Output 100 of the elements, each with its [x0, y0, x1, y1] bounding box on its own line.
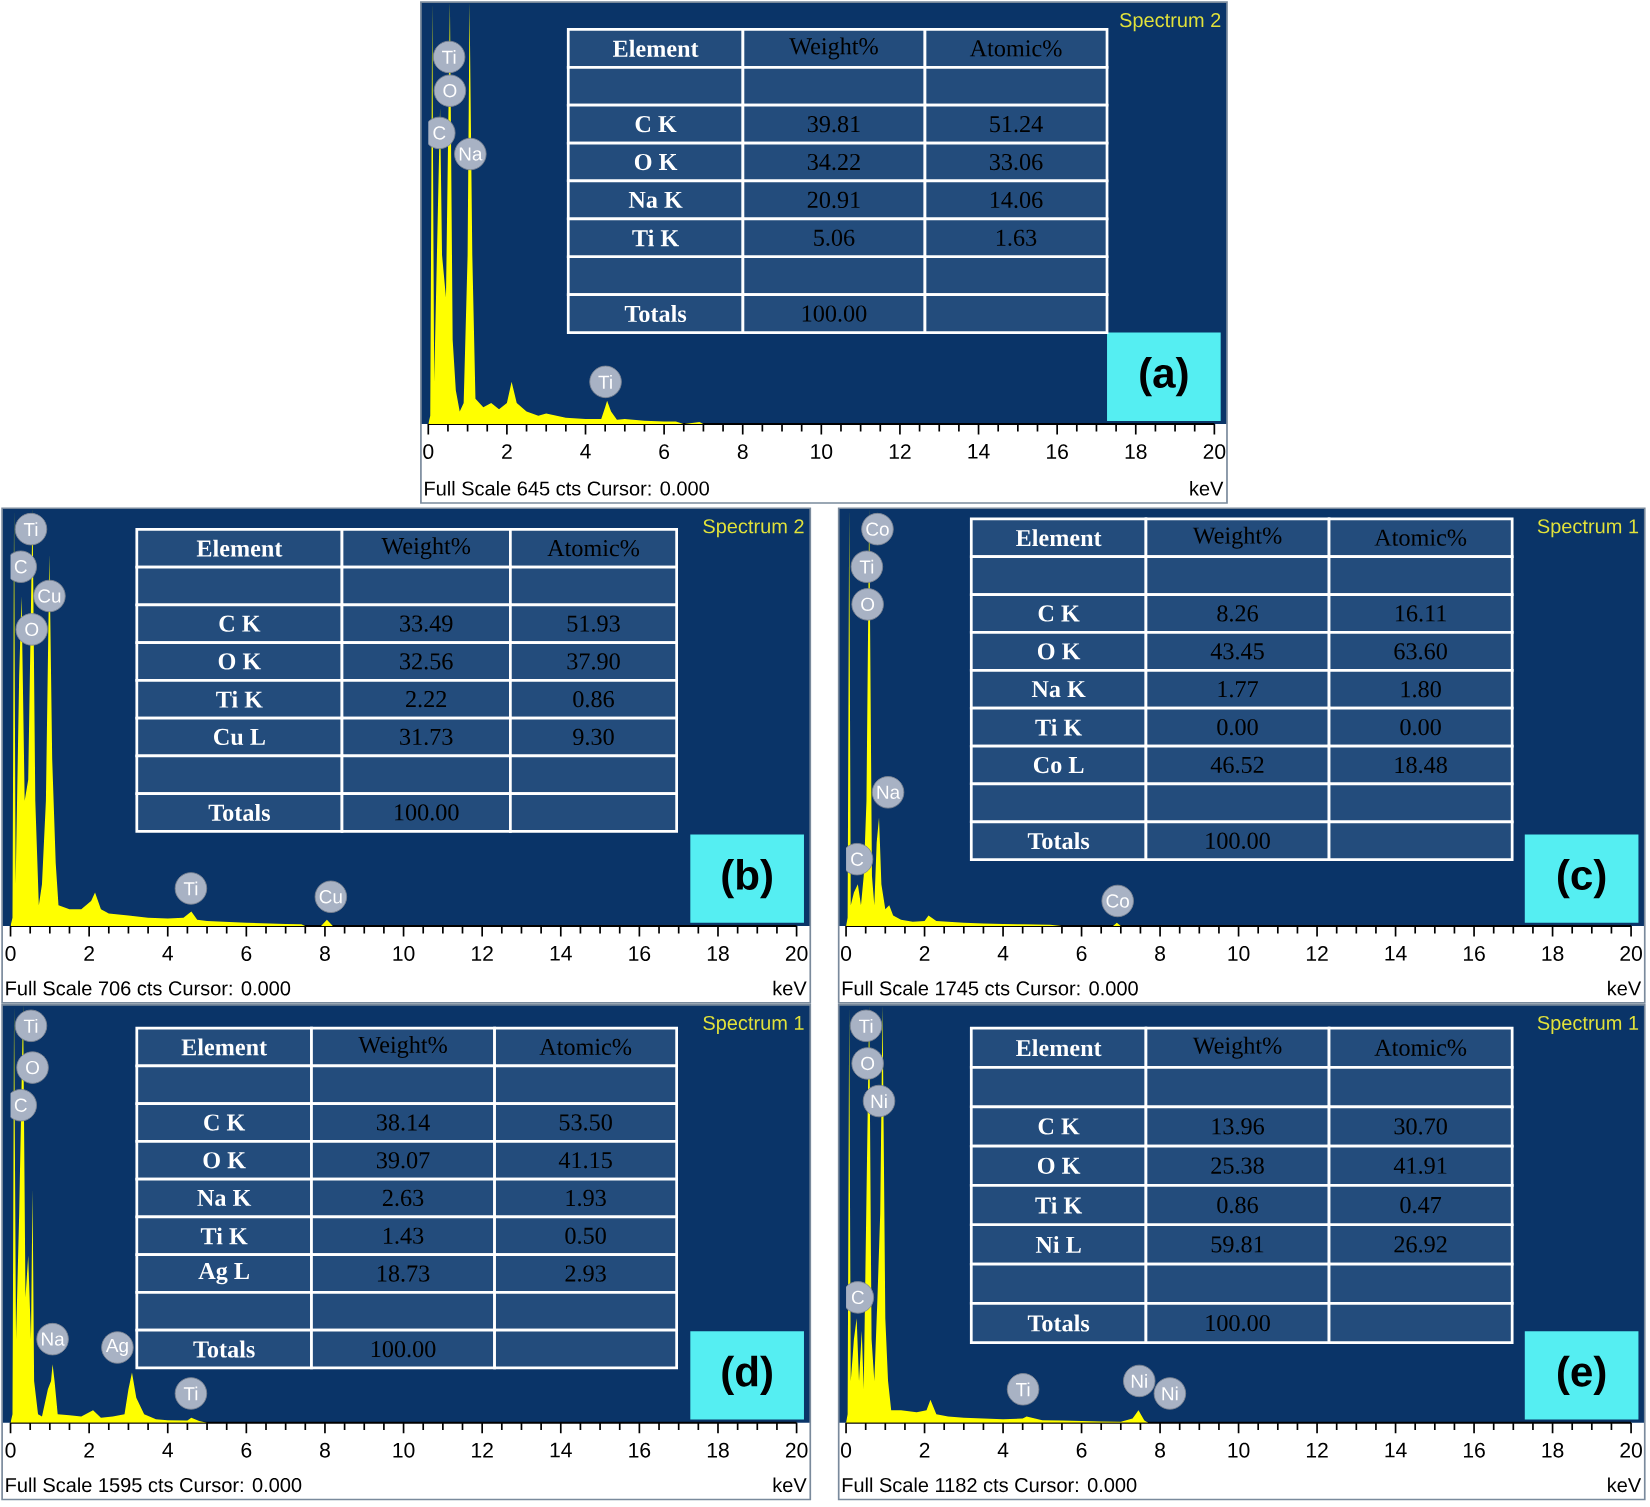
category-label: Na K: [1031, 681, 1086, 698]
data-label: 25.38: [1211, 1157, 1264, 1175]
category-label: O K: [634, 153, 678, 171]
data-label: 41.15: [558, 1152, 612, 1169]
annotation: Cu: [319, 890, 342, 904]
data-label: 0.50: [565, 1227, 606, 1245]
annotation: Cu: [38, 589, 61, 603]
data-label: 18.73: [377, 1265, 430, 1282]
annotation: (c): [1558, 859, 1606, 899]
category-label: Co L: [1033, 756, 1084, 774]
annotation: C: [851, 852, 864, 866]
x-tick-label: 16: [1463, 1442, 1485, 1458]
category-label: Totals: [193, 1340, 255, 1358]
x-tick-label: 20: [785, 946, 808, 962]
x-tick-label: 10: [811, 444, 833, 460]
data-label: 100.00: [802, 305, 867, 322]
category-label: Totals: [1027, 832, 1090, 850]
data-label: 18.48: [1395, 756, 1447, 774]
x-tick-label: 6: [659, 444, 670, 460]
x-tick-label: 6: [241, 946, 252, 962]
x-tick-label: 2: [84, 946, 94, 961]
category-label: Ni L: [1035, 1236, 1081, 1253]
x-tick-label: 6: [241, 1442, 252, 1458]
x-tick-label: 0: [841, 1442, 852, 1458]
x-tick-label: 8: [320, 946, 330, 962]
text: Element: [1016, 1039, 1102, 1057]
series-label: Weight%: [789, 37, 878, 60]
data-label: 2.63: [382, 1189, 424, 1207]
x-tick-label: 16: [629, 1442, 651, 1458]
x-axis-title: keV: [1190, 480, 1224, 496]
x-tick-label: 8: [320, 1442, 330, 1458]
data-label: 2.93: [565, 1265, 606, 1282]
data-label: 31.73: [400, 728, 453, 746]
text: Element: [181, 1038, 268, 1056]
x-tick-label: 14: [550, 1442, 572, 1458]
text: Spectrum 1: [1537, 1015, 1639, 1035]
text: Atomic%: [539, 1038, 632, 1056]
x-tick-label: 0: [5, 946, 16, 962]
annotation: Ti: [442, 50, 456, 64]
category-label: Ti K: [1035, 1196, 1083, 1214]
x-tick-label: 14: [968, 444, 990, 459]
text: Full Scale 1182 cts Cursor: 0.000: [842, 1477, 1137, 1493]
data-label: 1.63: [996, 229, 1037, 247]
text: Full Scale 706 cts Cursor: 0.000: [6, 980, 291, 996]
text: Full Scale 645 cts Cursor: 0.000: [425, 480, 709, 496]
x-tick-label: 10: [1228, 946, 1250, 962]
annotation: Ti: [23, 1019, 38, 1033]
data-label: 0.86: [573, 691, 614, 708]
data-label: 33.06: [989, 153, 1043, 171]
x-tick-label: 20: [1203, 444, 1226, 460]
annotation: Co: [1106, 894, 1129, 908]
annotation: (e): [1558, 1355, 1606, 1396]
series-label: Weight%: [1192, 1036, 1282, 1059]
category-label: C K: [635, 116, 677, 133]
data-label: 32.56: [400, 653, 453, 670]
series-label: Weight%: [381, 537, 471, 560]
x-tick-label: 2: [919, 1442, 930, 1458]
x-tick-label: 4: [580, 444, 591, 459]
data-label: 0.00: [1217, 718, 1258, 736]
annotation: Ti: [183, 1386, 198, 1401]
x-tick-label: 18: [1542, 1442, 1564, 1458]
data-label: 63.60: [1394, 643, 1447, 660]
annotation: Na: [42, 1332, 65, 1346]
category-label: Ti K: [216, 690, 263, 708]
x-tick-label: 18: [707, 946, 729, 962]
x-tick-label: 6: [1076, 946, 1087, 962]
category-label: O K: [203, 1152, 246, 1169]
annotation: Ti: [858, 1019, 873, 1033]
category-label: Na K: [628, 191, 683, 209]
x-tick-label: 12: [472, 1442, 493, 1458]
x-axis-title: keV: [1608, 980, 1642, 996]
category-label: Ti K: [200, 1227, 248, 1245]
text: Element: [1016, 529, 1102, 547]
text: Atomic%: [1374, 1039, 1467, 1057]
annotation: O: [25, 622, 39, 637]
annotation: Ni: [871, 1094, 887, 1108]
x-tick-label: 4: [162, 946, 173, 961]
x-tick-label: 10: [393, 1442, 415, 1458]
annotation: (b): [722, 859, 772, 899]
data-label: 100.00: [1206, 832, 1270, 850]
text: Full Scale 1745 cts Cursor: 0.000: [842, 980, 1138, 996]
x-tick-label: 16: [1463, 946, 1485, 962]
category-label: Totals: [208, 803, 270, 821]
data-label: 43.45: [1210, 643, 1264, 660]
x-tick-label: 16: [629, 946, 651, 962]
annotation: C: [851, 1290, 864, 1305]
data-label: 100.00: [395, 804, 459, 821]
x-tick-label: 16: [1047, 444, 1068, 460]
data-label: 0.86: [1217, 1196, 1258, 1214]
x-tick-label: 0: [841, 946, 852, 962]
annotation: Ag: [105, 1339, 128, 1357]
data-label: 51.24: [990, 116, 1043, 133]
data-label: 51.93: [567, 615, 620, 632]
data-label: 33.49: [400, 615, 453, 632]
data-label: 41.91: [1393, 1157, 1447, 1174]
annotation: C: [14, 1098, 27, 1112]
category-label: Ti K: [632, 229, 680, 247]
x-tick-label: 18: [1125, 444, 1147, 460]
text: Spectrum 1: [1537, 519, 1639, 538]
category-label: C K: [219, 615, 261, 632]
